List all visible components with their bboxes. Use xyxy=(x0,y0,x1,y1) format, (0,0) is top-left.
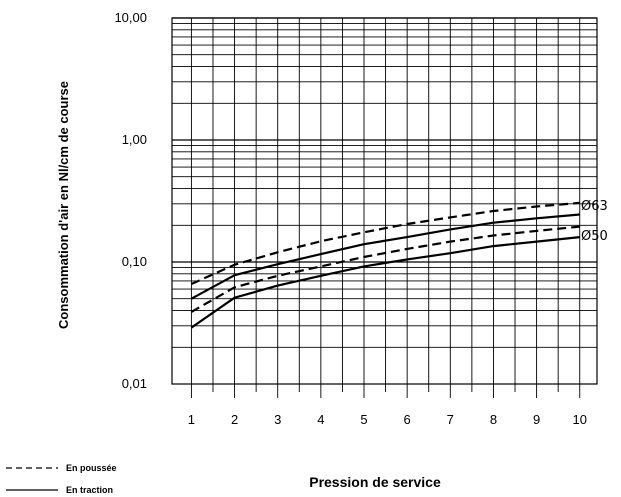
curve-label-d63: Ø63 xyxy=(581,199,608,214)
curves xyxy=(190,201,580,329)
x-tick-label: 6 xyxy=(404,412,411,427)
tick-labels: 1 2 3 4 5 6 7 8 9 10 0,01 0,10 1,00 10,00 xyxy=(114,10,587,427)
x-tick-label: 10 xyxy=(573,412,587,427)
x-tick-label: 1 xyxy=(188,412,195,427)
y-tick-label: 0,01 xyxy=(122,376,147,391)
x-tick-label: 9 xyxy=(533,412,540,427)
x-tick-label: 2 xyxy=(231,412,238,427)
curve-label-d50: Ø50 xyxy=(581,229,608,244)
series-line-3 xyxy=(190,236,580,329)
series-line-2 xyxy=(190,225,580,313)
x-tick-label: 3 xyxy=(274,412,281,427)
plot-frame xyxy=(171,17,598,385)
series-line-1 xyxy=(190,213,580,300)
grid xyxy=(171,17,598,398)
y-tick-label: 0,10 xyxy=(122,254,147,269)
legend: En poussée En traction xyxy=(6,463,117,495)
y-tick-label: 10,00 xyxy=(114,10,147,25)
x-tick-label: 7 xyxy=(447,412,454,427)
x-tick-label: 8 xyxy=(490,412,497,427)
y-axis-title: Consommation d'air en Nl/cm de course xyxy=(56,81,71,329)
x-axis-title: Pression de service xyxy=(309,474,441,490)
y-tick-label: 1,00 xyxy=(122,132,147,147)
x-tick-label: 4 xyxy=(317,412,324,427)
legend-label-traction: En traction xyxy=(66,485,113,495)
x-tick-label: 5 xyxy=(360,412,367,427)
legend-label-push: En poussée xyxy=(66,463,117,473)
series-line-0 xyxy=(190,201,580,286)
